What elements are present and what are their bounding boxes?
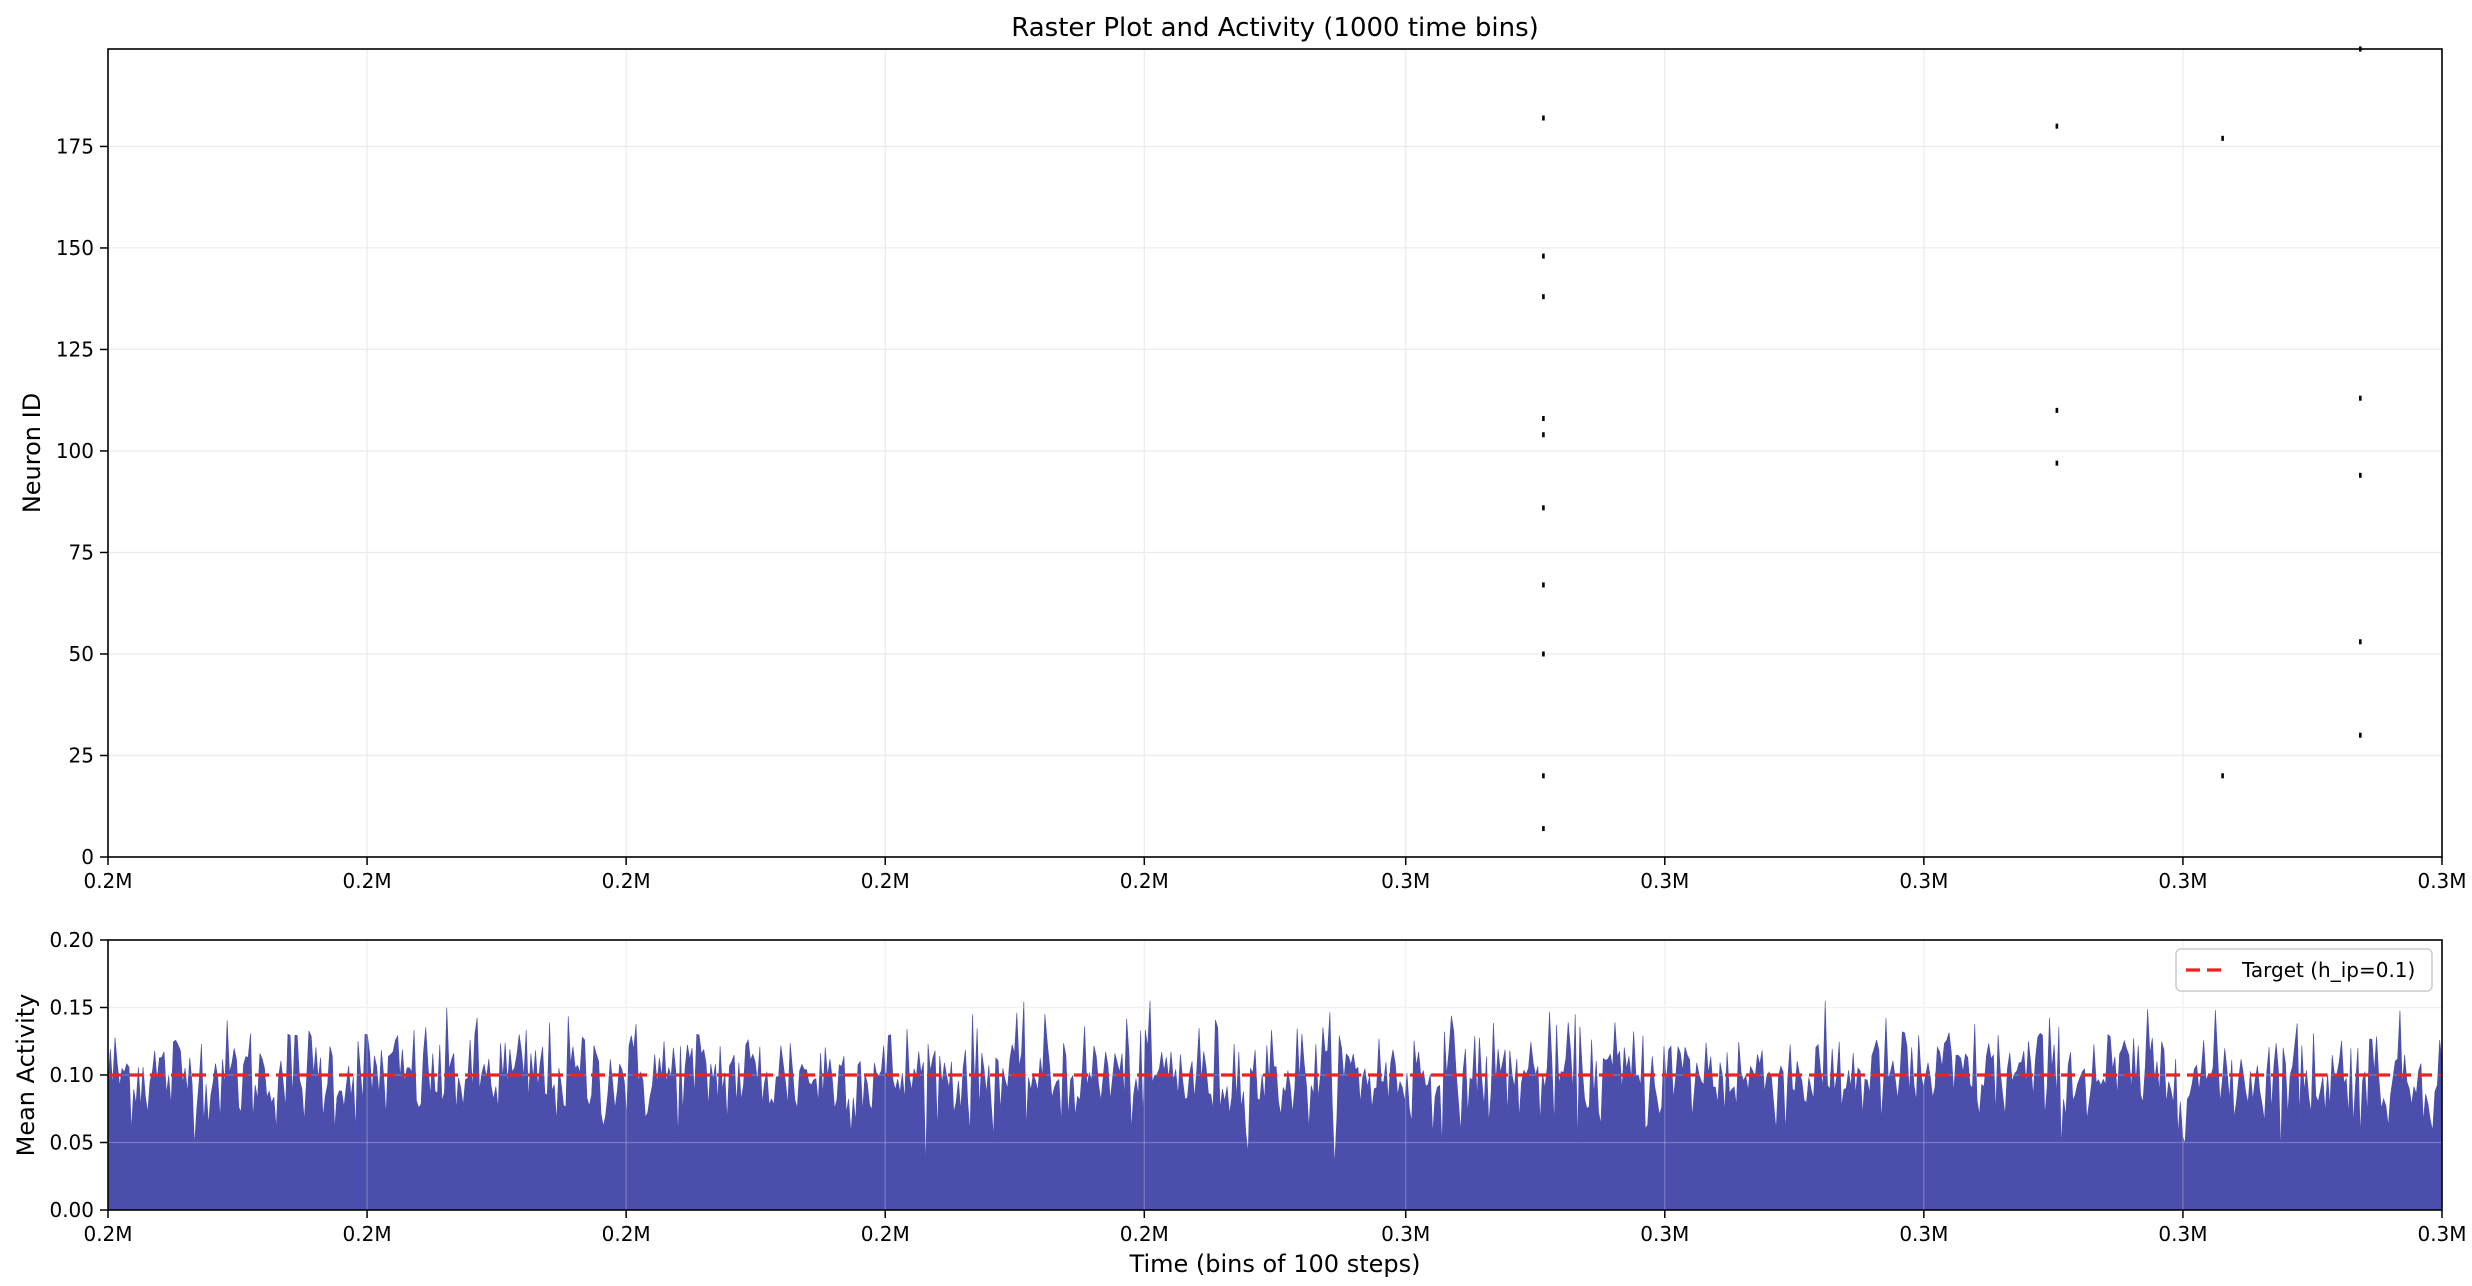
activity-x-tick-label: 0.3M [2158,1222,2207,1246]
spike-point [2359,639,2362,645]
activity-x-tick-label: 0.2M [1120,1222,1169,1246]
activity-y-axis-label: Mean Activity [12,994,40,1157]
activity-panel: 0.000.050.100.150.20 0.2M 0.2M 0.2M 0.2M 0.2… [12,928,2467,1278]
activity-y-tick-label: 0.05 [49,1131,94,1155]
activity-x-tick-label: 0.3M [1381,1222,1430,1246]
spike-point [2055,460,2059,466]
spike-point [1542,773,1545,779]
spike-point [2359,395,2362,401]
raster-x-tick-label: 0.2M [861,869,910,893]
raster-x-tick-label: 0.2M [602,869,651,893]
activity-x-tick-label: 0.3M [1640,1222,1689,1246]
activity-x-tick-label: 0.2M [83,1222,132,1246]
activity-y-tick-label: 0.20 [49,928,94,952]
activity-x-tick-label: 0.2M [861,1222,910,1246]
x-axis-label: Time (bins of 100 steps) [1129,1250,1421,1278]
spike-point [1542,115,1545,121]
raster-y-tick-label: 150 [56,236,94,260]
raster-y-tick-label: 25 [69,743,94,767]
spike-point [2221,135,2224,141]
spike-point [1542,415,1545,421]
raster-y-tick-label: 0 [81,845,94,869]
spike-point [1542,253,1545,259]
raster-y-tick-label: 75 [69,540,94,564]
spike-point [2359,732,2362,738]
activity-x-tick-label: 0.2M [602,1222,651,1246]
spike-point [1542,582,1545,588]
activity-y-tick-label: 0.00 [49,1198,94,1222]
activity-area [107,1000,2443,1211]
spike-point [1542,505,1545,511]
raster-y-axis-label: Neuron ID [18,393,46,513]
raster-grid [107,49,2443,858]
activity-y-tick-label: 0.15 [49,996,94,1020]
raster-y-tick-label: 175 [56,134,94,158]
chart-title: Raster Plot and Activity (1000 time bins… [1011,13,1539,43]
spike-point [2055,407,2059,413]
raster-x-tick-label: 0.2M [83,869,132,893]
spike-point [2055,123,2059,129]
raster-x-tick-label: 0.3M [1381,869,1430,893]
activity-x-ticks: 0.2M 0.2M 0.2M 0.2M 0.2M 0.3M 0.3M 0.3M 0.3M 0.3M [83,1210,2467,1246]
raster-x-tick-label: 0.3M [1640,869,1689,893]
activity-x-tick-label: 0.3M [1899,1222,1948,1246]
spike-point [1542,294,1545,300]
spike-point [1542,651,1545,657]
raster-x-tick-label: 0.3M [2158,869,2207,893]
spike-point [2221,773,2224,779]
legend-box [2175,948,2433,992]
raster-y-tick-label: 50 [69,642,94,666]
raster-x-tick-label: 0.3M [1899,869,1948,893]
raster-x-ticks: 0.2M 0.2M 0.2M 0.2M 0.2M 0.3M 0.3M 0.3M 0.3M 0.3M [83,857,2467,893]
activity-y-ticks: 0.00 0.05 0.10 0.15 0.20 [49,928,108,1222]
raster-x-tick-label: 0.3M [2417,869,2466,893]
raster-y-tick-label: 125 [56,337,94,361]
raster-x-tick-label: 0.2M [343,869,392,893]
raster-y-ticks: 0 25 50 75 100 125 150 175 [56,134,108,869]
raster-y-tick-label: 100 [56,439,94,463]
legend: Target (h_ip=0.1) [2175,948,2433,992]
spike-point [1542,826,1545,832]
activity-y-tick-label: 0.10 [49,1063,94,1087]
spike-point [2359,472,2362,478]
raster-x-tick-label: 0.2M [1120,869,1169,893]
activity-x-tick-label: 0.3M [2417,1222,2466,1246]
raster-frame [107,48,2443,858]
activity-x-tick-label: 0.2M [343,1222,392,1246]
spike-point [1542,432,1545,438]
legend-target-label: Target (h_ip=0.1) [2241,958,2415,982]
